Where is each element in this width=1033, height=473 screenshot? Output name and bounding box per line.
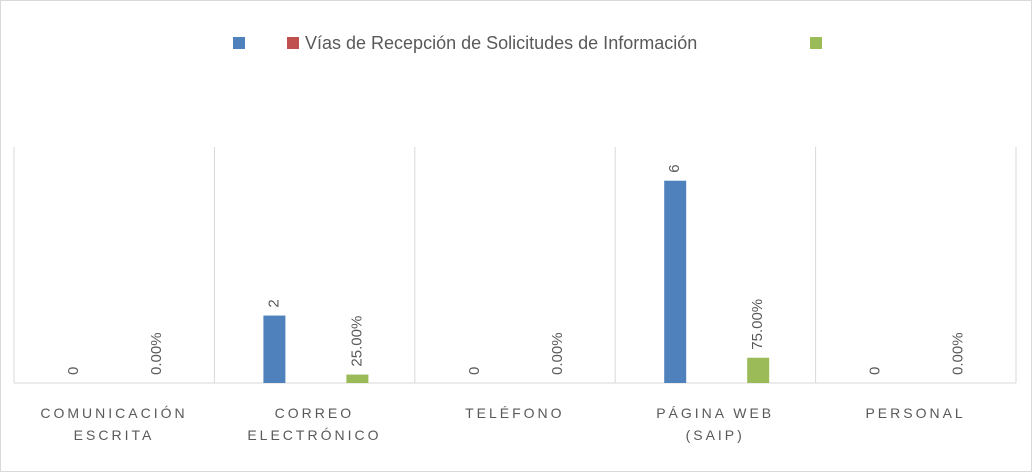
data-label: 0.00% (950, 332, 967, 375)
legend-marker (233, 37, 245, 49)
data-label: 75.00% (749, 299, 766, 350)
data-label: 25.00% (348, 316, 365, 367)
bar (747, 357, 770, 383)
data-label: 0 (867, 367, 884, 375)
legend-marker (287, 37, 299, 49)
x-tick-label: CORREO ELECTRÓNICO (247, 405, 382, 443)
data-label: 0.00% (148, 332, 165, 375)
bar (664, 180, 687, 383)
data-label: 0.00% (549, 332, 566, 375)
legend-label: Vías de Recepción de Solicitudes de Info… (305, 33, 697, 53)
x-tick-label: PÁGINA WEB (SAIP) (656, 405, 775, 443)
data-label: 0 (466, 367, 483, 375)
x-tick-label: TELÉFONO (465, 405, 565, 421)
data-label: 0 (65, 367, 82, 375)
bar (346, 374, 369, 383)
data-label: 6 (666, 164, 683, 172)
data-label: 2 (265, 299, 282, 307)
legend-marker (810, 37, 822, 49)
bar (263, 315, 286, 383)
x-tick-label: COMUNICACIÓN ESCRITA (40, 405, 188, 443)
x-tick-label: PERSONAL (865, 405, 966, 421)
